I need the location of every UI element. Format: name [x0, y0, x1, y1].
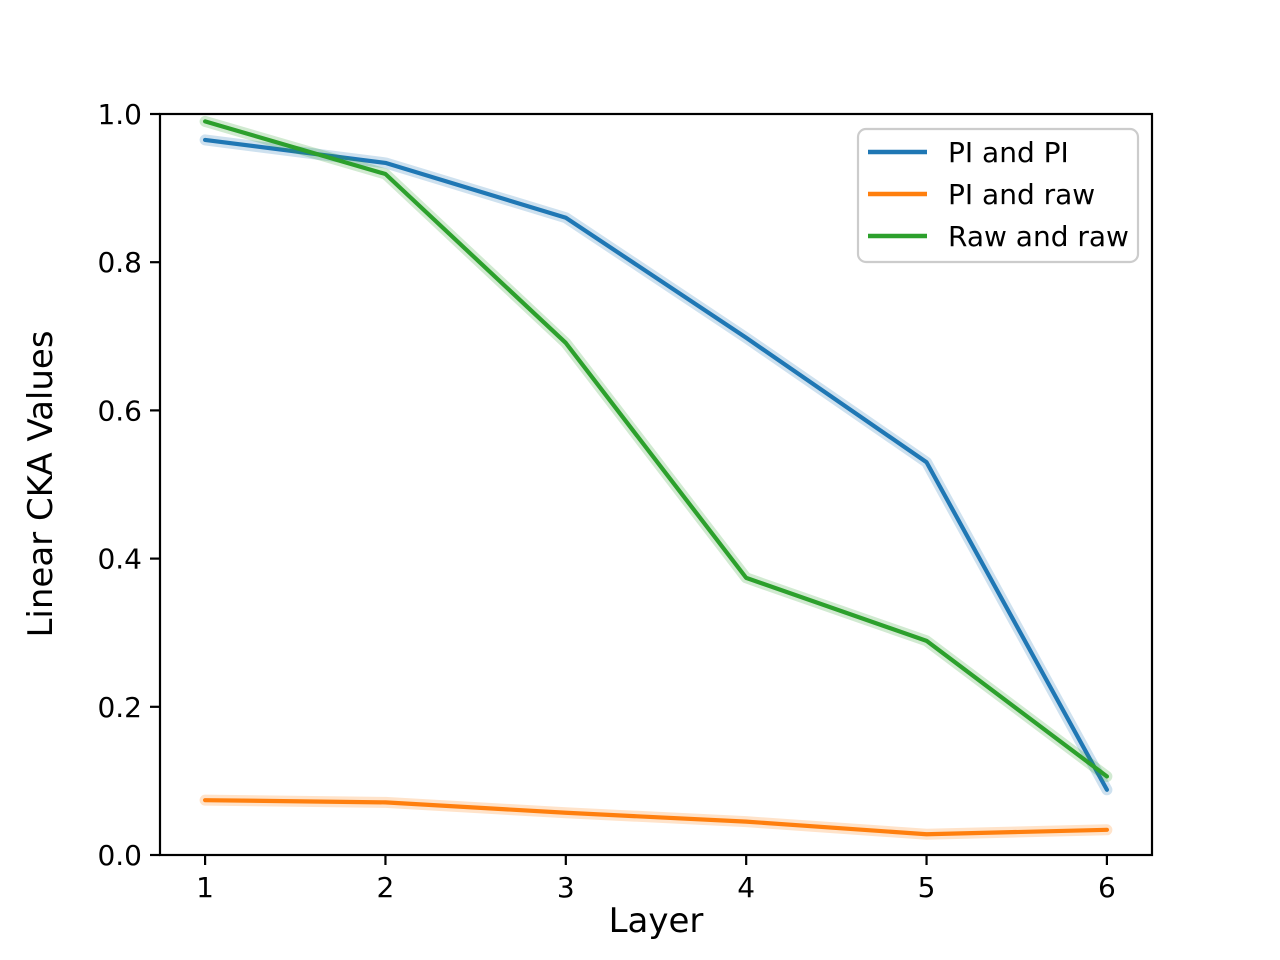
y-tick-label: 0.4	[97, 543, 142, 576]
y-tick-label: 0.6	[97, 394, 142, 427]
series-line-pi-and-pi	[202, 137, 1110, 792]
series-line-pi-and-raw	[202, 798, 1110, 837]
x-axis-label: Layer	[609, 901, 704, 941]
legend-box	[856, 127, 1140, 264]
y-tick-label: 0.0	[97, 839, 142, 872]
y-tick-label: 0.2	[97, 691, 142, 724]
x-tick-label: 4	[737, 871, 755, 904]
series-line-raw-and-raw	[202, 119, 1110, 779]
y-tick-label: 0.8	[97, 246, 142, 279]
legend-label: PI and PI	[948, 136, 1069, 169]
x-tick-label: 2	[377, 871, 395, 904]
y-tick-label: 1.0	[97, 98, 142, 131]
plot-frame	[158, 112, 1154, 857]
axis-ticks: 1 2 3 4 5 6 0.0 0.2 0.4 0.6 0.8 1.0	[97, 98, 1115, 904]
series-lines	[199, 115, 1113, 840]
y-axis-label: Linear CKA Values	[21, 330, 61, 637]
legend-label: PI and raw	[948, 178, 1095, 211]
legend: PI and PI PI and raw Raw and raw	[856, 127, 1140, 264]
x-tick-label: 6	[1098, 871, 1116, 904]
x-tick-label: 5	[918, 871, 936, 904]
x-tick-label: 3	[557, 871, 575, 904]
x-tick-label: 1	[196, 871, 214, 904]
legend-label: Raw and raw	[948, 220, 1129, 253]
